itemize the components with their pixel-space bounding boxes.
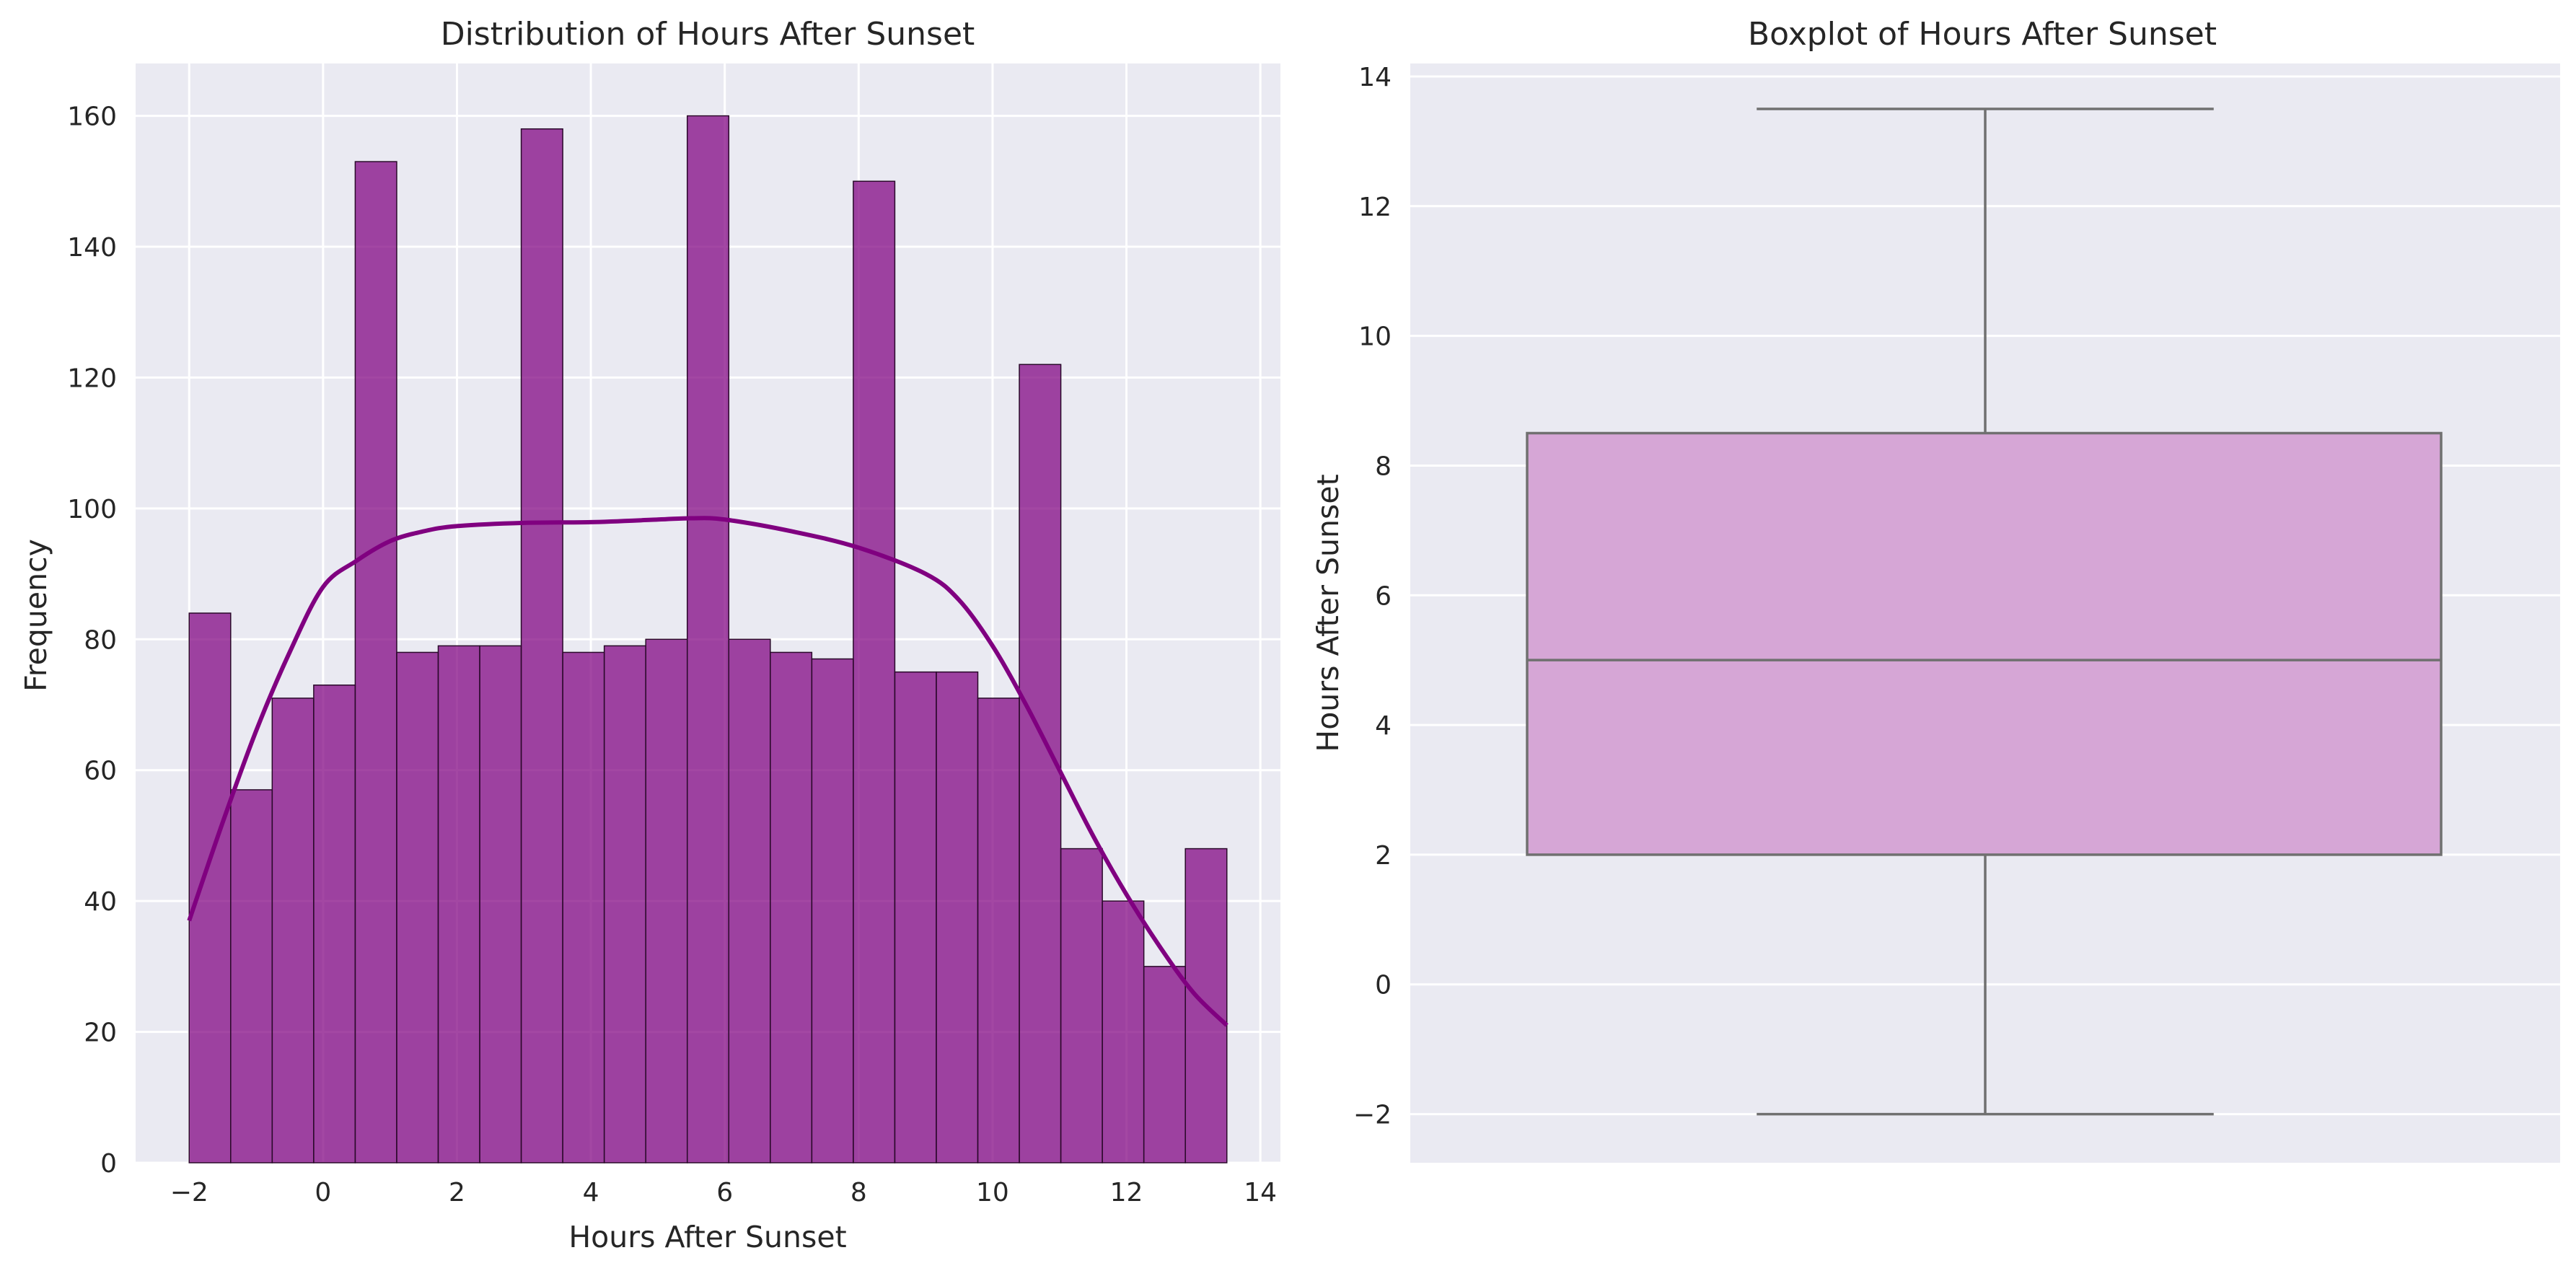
histogram-y-tick-label: 160 [67, 102, 117, 132]
boxplot-y-tick-label: 12 [1358, 193, 1392, 222]
histogram-x-tick-label: 10 [976, 1178, 1009, 1207]
boxplot-y-tick-label: 4 [1375, 711, 1392, 741]
histogram-y-tick-label: 120 [67, 364, 117, 393]
histogram-bar [271, 698, 315, 1163]
histogram-x-ticks: −2 0 2 4 6 8 10 12 14 [170, 1178, 1277, 1207]
histogram-bar [437, 645, 480, 1163]
histogram-bar [977, 698, 1020, 1163]
histogram-x-tick-label: 14 [1244, 1178, 1277, 1207]
histogram-y-tick-label: 80 [84, 625, 117, 655]
histogram-panel: −2 0 2 4 6 8 10 12 14 0 20 40 60 80 100 120 140 160 Dist… [19, 16, 1280, 1254]
boxplot-y-tick-label: 6 [1375, 581, 1392, 611]
boxplot-title: Boxplot of Hours After Sunset [1748, 16, 2217, 53]
boxplot-y-tick-label: 0 [1375, 971, 1392, 1000]
histogram-x-tick-label: 4 [583, 1178, 599, 1207]
histogram-y-tick-label: 0 [100, 1149, 117, 1179]
histogram-x-tick-label: −2 [170, 1178, 208, 1207]
histogram-x-tick-label: 2 [449, 1178, 465, 1207]
histogram-x-tick-label: 6 [716, 1178, 733, 1207]
histogram-bar [770, 651, 813, 1163]
histogram-bars [188, 115, 1228, 1163]
histogram-x-tick-label: 8 [850, 1178, 867, 1207]
histogram-bar [1060, 848, 1103, 1163]
boxplot-y-tick-label: 2 [1375, 841, 1392, 871]
histogram-y-tick-label: 100 [67, 495, 117, 524]
histogram-x-tick-label: 0 [315, 1178, 331, 1207]
histogram-y-ticks: 0 20 40 60 80 100 120 140 160 [67, 102, 117, 1179]
histogram-bar [1102, 900, 1145, 1163]
histogram-bar [894, 671, 937, 1163]
boxplot-y-tick-label: −2 [1353, 1101, 1392, 1130]
boxplot-y-tick-label: 14 [1358, 63, 1392, 92]
kde-curve [187, 516, 1228, 1027]
histogram-x-tick-label: 12 [1110, 1178, 1143, 1207]
histogram-bar [936, 671, 979, 1163]
histogram-y-tick-label: 60 [84, 757, 117, 786]
histogram-bar [562, 651, 605, 1163]
histogram-y-tick-label: 140 [67, 233, 117, 263]
boxplot-y-ticks: −2 0 2 4 6 8 10 12 14 [1353, 63, 1392, 1130]
histogram-y-axis-label: Frequency [19, 539, 53, 692]
histogram-bar [686, 115, 730, 1163]
histogram-bar [645, 638, 688, 1163]
histogram-bar [603, 645, 646, 1163]
histogram-bar [230, 789, 273, 1163]
histogram-title: Distribution of Hours After Sunset [441, 16, 975, 53]
boxplot-y-tick-label: 10 [1358, 322, 1392, 352]
histogram-bar [1143, 966, 1186, 1163]
histogram-bar [396, 651, 439, 1163]
histogram-bar [520, 128, 563, 1163]
histogram-bar [354, 161, 397, 1163]
boxplot-panel: −2 0 2 4 6 8 10 12 14 Boxplot of Hours After Sun… [1311, 16, 2560, 1163]
histogram-bar [479, 645, 522, 1163]
interquartile-box [1526, 431, 2443, 856]
histogram-y-tick-label: 40 [84, 887, 117, 917]
boxplot-y-axis-label: Hours After Sunset [1311, 474, 1345, 752]
histogram-bar [188, 612, 232, 1163]
boxplot-y-tick-label: 8 [1375, 452, 1392, 481]
boxplot-shape [1526, 107, 2443, 1116]
histogram-x-axis-label: Hours After Sunset [568, 1220, 846, 1254]
histogram-bar [313, 685, 356, 1163]
histogram-bar [728, 638, 771, 1163]
histogram-bar [811, 658, 854, 1163]
histogram-bar [853, 180, 896, 1163]
histogram-y-tick-label: 20 [84, 1018, 117, 1048]
